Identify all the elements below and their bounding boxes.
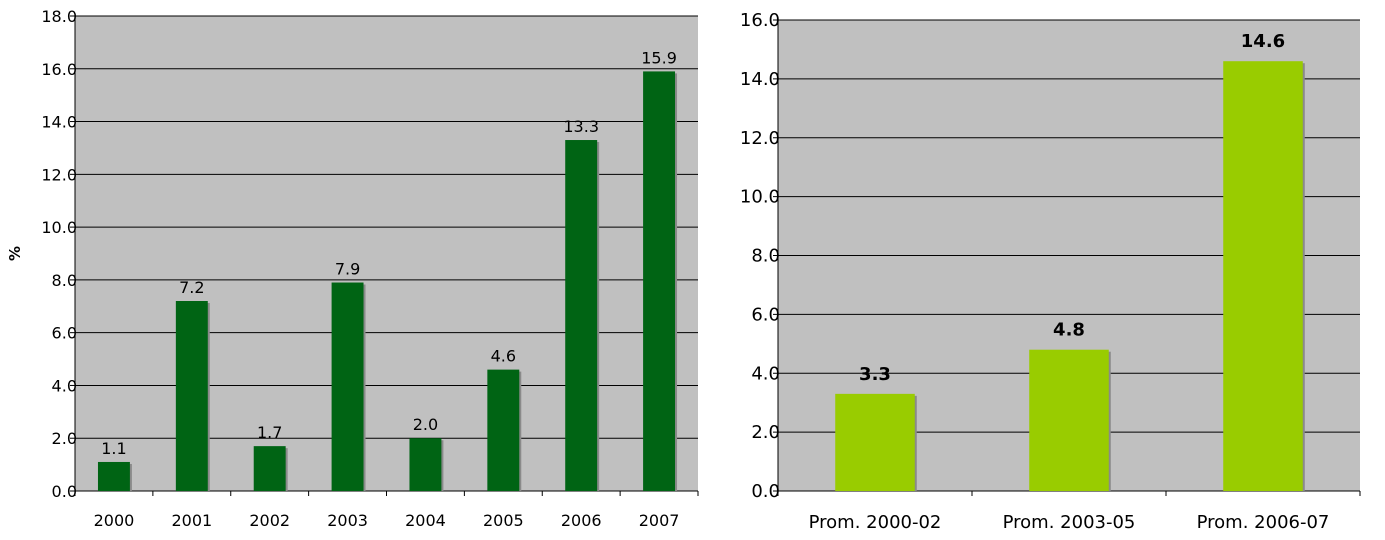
x-tick-label: 2006 — [561, 511, 602, 530]
bar — [409, 438, 442, 491]
data-label: 14.6 — [1241, 31, 1285, 52]
y-tick-label: 14.0 — [41, 113, 77, 132]
data-label: 15.9 — [641, 48, 677, 67]
data-label: 2.0 — [413, 415, 438, 434]
y-tick-label: 2.0 — [52, 429, 77, 448]
data-label: 1.1 — [101, 439, 126, 458]
bar — [1029, 349, 1109, 491]
x-tick-label: 2001 — [171, 511, 212, 530]
data-label: 3.3 — [859, 364, 891, 385]
bar — [565, 140, 598, 491]
bar — [487, 369, 520, 491]
y-tick-label: 14.0 — [740, 69, 780, 90]
y-axis-label: % — [6, 246, 24, 261]
x-tick-label: 2007 — [639, 511, 680, 530]
data-label: 1.7 — [257, 423, 282, 442]
y-tick-label: 16.0 — [740, 10, 780, 31]
data-label: 13.3 — [563, 117, 599, 136]
y-tick-label: 16.0 — [41, 60, 77, 79]
bar — [643, 71, 676, 492]
x-tick-label: Prom. 2000-02 — [809, 512, 942, 533]
y-tick-label: 12.0 — [41, 165, 77, 184]
y-tick-label: 12.0 — [740, 128, 780, 149]
y-tick-label: 6.0 — [751, 304, 780, 325]
x-tick-label: 2003 — [327, 511, 368, 530]
y-tick-label: 6.0 — [52, 324, 77, 343]
data-label: 7.9 — [335, 260, 360, 279]
y-tick-label: 2.0 — [751, 422, 780, 443]
bar — [331, 282, 364, 491]
bar — [1223, 61, 1303, 492]
y-tick-label: 0.0 — [751, 481, 780, 502]
data-label: 4.8 — [1053, 320, 1085, 341]
y-tick-label: 4.0 — [52, 376, 77, 395]
x-tick-label: Prom. 2006-07 — [1197, 512, 1330, 533]
y-tick-label: 4.0 — [751, 363, 780, 384]
bar — [175, 301, 208, 491]
x-tick-label: 2005 — [483, 511, 524, 530]
bar — [97, 461, 130, 491]
y-tick-label: 18.0 — [41, 7, 77, 26]
data-label: 4.6 — [491, 347, 516, 366]
annual-bar-chart: 0.0 2.0 4.0 6.0 8.0 10.0 12.0 14.0 16.0 18.0 1.1 20… — [6, 7, 699, 530]
y-tick-label: 10.0 — [740, 187, 780, 208]
x-tick-label: 2000 — [94, 511, 135, 530]
data-label: 7.2 — [179, 278, 204, 297]
y-tick-label: 8.0 — [52, 271, 77, 290]
bar — [253, 446, 286, 491]
x-tick-label: 2004 — [405, 511, 446, 530]
y-tick-label: 0.0 — [52, 482, 77, 501]
y-tick-label: 8.0 — [751, 246, 780, 267]
bar — [835, 393, 915, 491]
x-tick-label: 2002 — [249, 511, 290, 530]
x-tick-label: Prom. 2003-05 — [1003, 512, 1136, 533]
y-tick-label: 10.0 — [41, 218, 77, 237]
